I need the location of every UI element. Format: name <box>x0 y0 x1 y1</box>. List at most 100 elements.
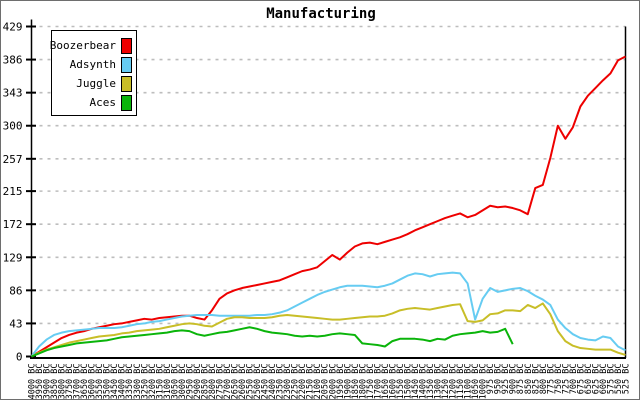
x-axis-tick-label: 2050 BC <box>321 364 331 400</box>
x-axis-tick-label: 2300 BC <box>283 364 293 400</box>
x-axis-tick-label: 3650 BC <box>80 364 90 400</box>
y-axis-tick-label: 257 <box>3 153 23 166</box>
x-axis-tick-label: 3300 BC <box>133 364 143 400</box>
y-axis-tick-label: 343 <box>3 87 23 100</box>
x-axis-tick-label: 625 BC <box>591 364 601 395</box>
x-axis-tick-label: 2950 BC <box>185 364 195 400</box>
x-axis-tick-label: 1050 BC <box>471 364 481 400</box>
x-axis-tick-label: 2100 BC <box>313 364 323 400</box>
x-axis-tick-label: 3350 BC <box>125 364 135 400</box>
x-axis-tick-label: 2650 BC <box>231 364 241 400</box>
legend-item: Adsynth <box>52 55 132 74</box>
x-axis-tick-label: 950 BC <box>494 364 504 395</box>
x-axis-tick-label: 3900 BC <box>43 364 53 400</box>
x-axis-tick-label: 3050 BC <box>170 364 180 400</box>
x-axis-tick-label: 1300 BC <box>434 364 444 400</box>
x-axis-tick-label: 3850 BC <box>50 364 60 400</box>
x-axis-tick-label: 2550 BC <box>246 364 256 400</box>
y-axis-tick-label: 172 <box>3 218 23 231</box>
x-axis-tick-label: 2150 BC <box>306 364 316 400</box>
x-axis-tick-label: 1350 BC <box>426 364 436 400</box>
legend-label: Juggle <box>76 77 116 90</box>
y-axis-tick-label: 0 <box>16 351 23 364</box>
x-axis-tick-label: 3800 BC <box>58 364 68 400</box>
x-axis-tick-label: 1700 BC <box>373 364 383 400</box>
y-axis-tick-label: 300 <box>3 120 23 133</box>
x-axis-tick-label: 975 BC <box>486 363 496 394</box>
x-axis-tick-label: 1650 BC <box>381 364 391 400</box>
x-axis-tick-label: 725 BC <box>561 364 571 395</box>
x-axis-tick-label: 3000 BC <box>178 364 188 400</box>
legend-swatch <box>121 94 132 111</box>
x-axis-tick-label: 1150 BC <box>456 364 466 400</box>
legend-swatch <box>121 56 132 73</box>
y-axis-tick-label: 43 <box>9 317 22 330</box>
x-axis-tick-label: 1850 BC <box>351 364 361 400</box>
legend-label: Adsynth <box>69 58 116 71</box>
x-axis-tick-label: 1400 BC <box>418 364 428 400</box>
x-axis-tick-label: 1600 BC <box>388 364 398 400</box>
x-axis-tick-label: 3150 BC <box>155 364 165 400</box>
x-axis-tick-label: 550 BC <box>614 364 624 395</box>
y-axis-tick-label: 129 <box>3 251 23 264</box>
x-axis-tick-label: 750 BC <box>554 364 564 395</box>
x-axis-tick-label: 2350 BC <box>276 364 286 400</box>
chart-title: Manufacturing <box>266 6 376 22</box>
legend-item: Boozerbear <box>50 36 132 55</box>
x-axis-tick-label: 575 BC <box>606 364 616 395</box>
x-axis-tick-label: 3550 BC <box>95 364 105 400</box>
y-axis-tick-label: 429 <box>3 21 23 34</box>
x-axis-tick-label: 700 BC <box>569 364 579 395</box>
x-axis-tick-label: 3200 BC <box>148 364 158 400</box>
x-axis-tick-label: 800 BC <box>539 364 549 395</box>
legend: Boozerbear Adsynth Juggle Aces <box>50 30 137 116</box>
legend-label: Aces <box>89 96 117 109</box>
legend-swatch <box>121 75 132 92</box>
x-axis-tick-label: 825 BC <box>531 364 541 395</box>
x-axis-tick-label: 2900 BC <box>193 364 203 400</box>
x-axis-tick-label: 775 BC <box>546 364 556 395</box>
x-axis-tick-label: 2450 BC <box>261 364 271 400</box>
x-axis-tick-label: 525 BC <box>622 364 632 395</box>
x-axis-tick-label: 3500 BC <box>103 364 113 400</box>
legend-item: Aces <box>52 93 132 112</box>
x-axis-tick-label: 2800 BC <box>208 364 218 400</box>
y-axis-tick-label: 86 <box>9 284 22 297</box>
x-axis-tick-label: 600 BC <box>599 364 609 395</box>
x-axis-tick-label: 1200 BC <box>449 364 459 400</box>
x-axis-tick-label: 2750 BC <box>215 364 225 400</box>
x-axis-tick-label: 1750 BC <box>366 364 376 400</box>
x-axis-tick-label: 2000 BC <box>328 364 338 400</box>
x-axis-tick-label: 2200 BC <box>298 364 308 400</box>
x-axis-tick-label: 675 BC <box>576 364 586 395</box>
legend-swatch <box>121 37 132 54</box>
x-axis-tick-label: 4000 BC <box>28 364 38 400</box>
series-line-adsynth <box>30 271 626 358</box>
legend-item: Juggle <box>52 74 132 93</box>
x-axis-tick-label: 3700 BC <box>73 364 83 400</box>
x-axis-tick-label: 650 BC <box>584 364 594 395</box>
x-axis-tick-label: 3950 BC <box>35 364 45 400</box>
x-axis-tick-label: 2600 BC <box>238 364 248 400</box>
x-axis-tick-label: 2500 BC <box>253 364 263 400</box>
x-axis-tick-label: 2250 BC <box>291 364 301 400</box>
x-axis-tick-label: 1500 BC <box>403 364 413 400</box>
series-line-juggle <box>31 302 626 358</box>
x-axis-tick-label: 1800 BC <box>358 364 368 400</box>
x-axis-tick-label: 3400 BC <box>118 364 128 400</box>
x-axis-tick-label: 1900 BC <box>343 364 353 400</box>
x-axis-tick-label: 1100 BC <box>464 364 474 400</box>
x-axis-tick-label: 900 BC <box>509 364 519 395</box>
x-axis-tick-label: 3450 BC <box>110 364 120 400</box>
x-axis-tick-label: 1000 BC <box>479 364 489 400</box>
x-axis-tick-label: 3250 BC <box>140 364 150 400</box>
x-axis-tick-label: 3600 BC <box>88 364 98 400</box>
x-axis-tick-label: 875 BC <box>516 364 526 395</box>
y-axis-tick-label: 386 <box>3 54 23 67</box>
x-axis-tick-label: 3100 BC <box>163 364 173 400</box>
x-axis-tick-label: 1550 BC <box>396 364 406 400</box>
x-axis-tick-label: 925 BC <box>501 363 511 394</box>
y-axis-tick-label: 215 <box>3 185 23 198</box>
